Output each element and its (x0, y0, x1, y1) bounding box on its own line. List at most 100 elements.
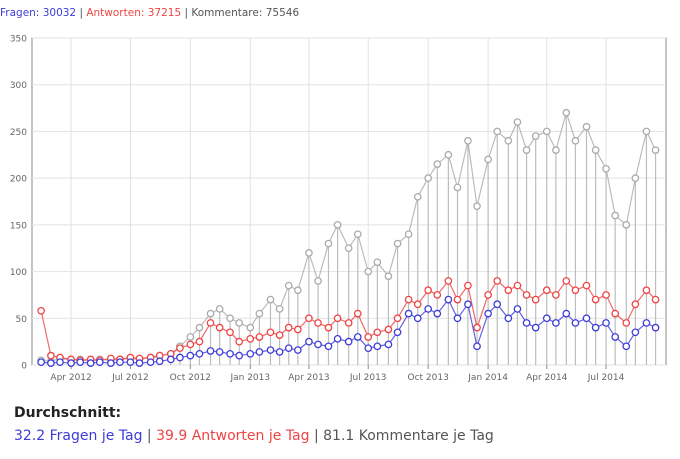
data-point (602, 291, 610, 299)
data-point (651, 295, 660, 304)
data-point (384, 272, 393, 281)
data-point (206, 347, 215, 355)
data-point (582, 281, 591, 290)
data-point (602, 319, 610, 327)
data-point (404, 295, 413, 304)
y-tick-label: 100 (10, 268, 27, 278)
comments-total-label: Kommentare: (191, 7, 263, 19)
data-point (47, 351, 55, 360)
y-tick-label: 350 (10, 35, 27, 45)
data-point (493, 127, 502, 136)
data-point (413, 300, 422, 309)
data-point (493, 300, 502, 309)
data-point (324, 342, 333, 351)
data-point (373, 342, 382, 351)
separator: | (146, 428, 152, 444)
data-point (67, 359, 75, 367)
data-point (293, 346, 302, 354)
data-point (504, 136, 513, 145)
data-point (155, 357, 164, 366)
data-point (314, 319, 322, 327)
data-point (86, 359, 95, 367)
data-point (591, 146, 600, 154)
data-point (571, 319, 580, 327)
data-point (324, 323, 333, 332)
data-point (166, 355, 175, 364)
data-point (562, 277, 571, 285)
data-point (504, 314, 513, 323)
data-point (622, 221, 631, 229)
data-point (126, 358, 135, 367)
x-tick-label: Jul 2014 (587, 373, 625, 383)
data-point (522, 291, 531, 299)
data-point (473, 342, 481, 351)
data-point (513, 118, 522, 126)
data-point (135, 359, 144, 367)
data-point (591, 323, 600, 332)
data-point (464, 300, 472, 309)
x-tick-label: Jan 2013 (229, 373, 270, 383)
data-point (195, 337, 204, 346)
data-point (333, 221, 342, 229)
data-point (226, 314, 234, 323)
y-tick-label: 250 (10, 128, 27, 138)
y-tick-label: 300 (10, 81, 27, 91)
data-point (186, 333, 195, 341)
data-point (393, 314, 402, 323)
data-point (513, 305, 522, 313)
data-point (106, 359, 115, 367)
data-point (305, 337, 313, 346)
data-point (305, 314, 313, 323)
data-point (235, 319, 244, 327)
data-point (47, 359, 55, 367)
comments-total-value: 75546 (265, 7, 300, 19)
data-point (552, 146, 560, 154)
data-point (76, 358, 85, 367)
data-point (226, 349, 234, 358)
data-point (364, 267, 373, 276)
data-point (444, 277, 453, 285)
data-point (195, 323, 204, 332)
data-point (293, 325, 302, 334)
x-tick-label: Jul 2013 (349, 373, 387, 383)
data-point (284, 323, 293, 332)
data-point (582, 122, 591, 131)
series-fragen (37, 295, 660, 367)
avg-questions: 32.2 Fragen je Tag (14, 428, 143, 444)
data-point (453, 314, 462, 323)
data-point (542, 314, 551, 323)
data-point (353, 230, 362, 239)
data-point (353, 333, 362, 341)
data-point (56, 358, 64, 367)
data-point (642, 127, 651, 136)
data-point (513, 281, 522, 290)
data-point (206, 319, 215, 327)
separator: | (184, 7, 189, 19)
data-point (602, 164, 610, 173)
data-point (522, 319, 531, 327)
data-point (453, 183, 462, 192)
data-point (484, 155, 492, 164)
data-point (95, 358, 104, 367)
data-point (433, 309, 442, 318)
y-tick-label: 50 (16, 315, 28, 325)
averages-line: 32.2 Fragen je Tag | 39.9 Antworten je T… (14, 428, 494, 444)
data-point (364, 344, 373, 353)
data-point (235, 337, 244, 346)
separator: | (79, 7, 83, 19)
x-tick-label: Jul 2012 (111, 373, 149, 383)
averages-title: Durchschnitt: (14, 405, 122, 421)
avg-comments: 81.1 Kommentare je Tag (323, 428, 494, 444)
data-point (333, 314, 342, 323)
data-point (622, 319, 631, 327)
data-point (246, 349, 255, 358)
data-point (275, 331, 284, 339)
y-tick-label: 0 (21, 362, 27, 372)
data-point (215, 305, 224, 313)
data-point (344, 337, 353, 346)
x-tick-label: Oct 2012 (170, 373, 211, 383)
data-point (37, 306, 45, 315)
data-point (266, 346, 275, 354)
data-point (651, 146, 660, 154)
answers-total-value: 37215 (147, 7, 182, 19)
